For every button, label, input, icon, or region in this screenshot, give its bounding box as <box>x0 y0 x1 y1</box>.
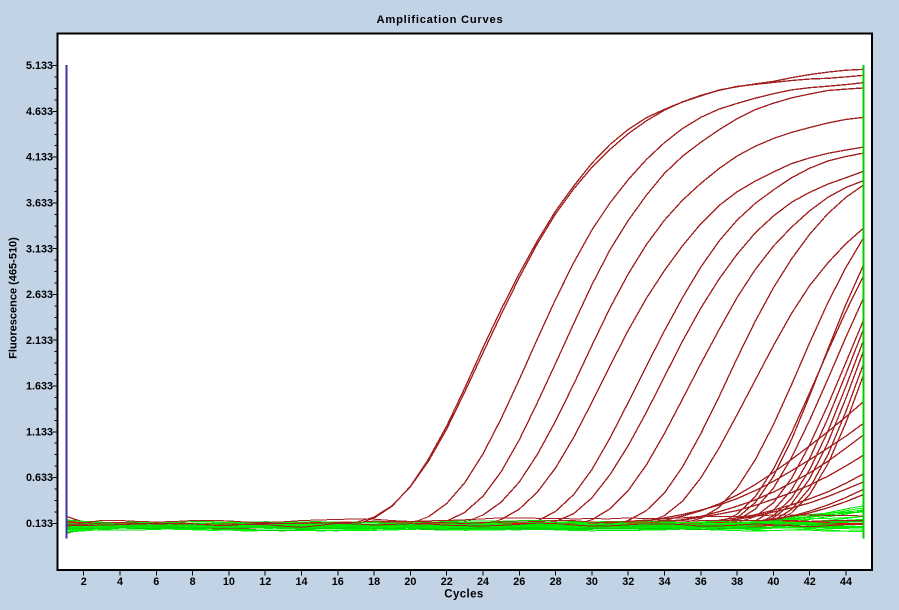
svg-text:1.633: 1.633 <box>26 381 53 393</box>
svg-text:0.633: 0.633 <box>26 472 53 484</box>
svg-text:42: 42 <box>804 576 816 588</box>
svg-text:4.133: 4.133 <box>26 152 53 164</box>
svg-text:32: 32 <box>622 576 634 588</box>
svg-text:16: 16 <box>332 576 344 588</box>
svg-text:3.633: 3.633 <box>26 198 53 210</box>
svg-text:4: 4 <box>117 576 123 588</box>
svg-text:10: 10 <box>223 576 235 588</box>
svg-text:20: 20 <box>404 576 416 588</box>
svg-text:8: 8 <box>190 576 196 588</box>
svg-text:1.133: 1.133 <box>26 426 53 438</box>
svg-text:4.633: 4.633 <box>26 106 53 118</box>
svg-text:Amplification Curves: Amplification Curves <box>377 14 504 26</box>
svg-text:22: 22 <box>441 576 453 588</box>
svg-text:26: 26 <box>513 576 525 588</box>
svg-text:38: 38 <box>731 576 743 588</box>
svg-text:18: 18 <box>368 576 380 588</box>
svg-text:44: 44 <box>840 576 852 588</box>
svg-text:36: 36 <box>695 576 707 588</box>
svg-text:24: 24 <box>477 576 489 588</box>
svg-text:6: 6 <box>153 576 159 588</box>
svg-text:5.133: 5.133 <box>26 60 53 72</box>
svg-text:2.633: 2.633 <box>26 289 53 301</box>
svg-text:0.133: 0.133 <box>26 518 53 530</box>
svg-text:Fluorescence (465-510): Fluorescence (465-510) <box>8 237 20 359</box>
svg-text:34: 34 <box>658 576 670 588</box>
svg-text:2: 2 <box>81 576 87 588</box>
svg-text:3.133: 3.133 <box>26 243 53 255</box>
svg-text:2.133: 2.133 <box>26 335 53 347</box>
svg-text:28: 28 <box>550 576 562 588</box>
svg-text:12: 12 <box>259 576 271 588</box>
svg-text:14: 14 <box>295 576 307 588</box>
svg-text:30: 30 <box>586 576 598 588</box>
svg-text:40: 40 <box>767 576 779 588</box>
svg-text:Cycles: Cycles <box>444 589 483 601</box>
